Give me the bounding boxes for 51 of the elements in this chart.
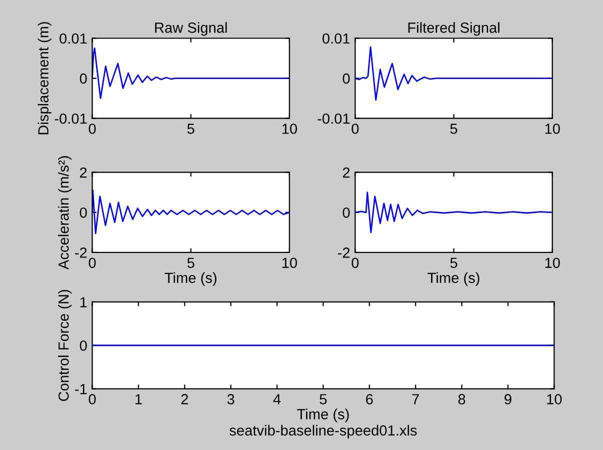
x-tick-label: 0 [88, 258, 96, 268]
y-tick-label: 0 [80, 340, 87, 351]
x-tick-label: 4 [273, 394, 281, 404]
y-axis-title: Displacement (m) [38, 22, 52, 134]
x-tick-label: 10 [545, 124, 560, 134]
x-axis-title: Time (s) [164, 272, 216, 286]
x-tick-label: 0 [352, 124, 359, 134]
text: seatvib-baseline-speed01.xls [230, 424, 417, 439]
x-tick-label: 3 [227, 394, 234, 404]
y-tick-label: 1 [80, 297, 87, 308]
x-tick-label: 1 [136, 394, 142, 404]
x-tick-label: 2 [181, 394, 188, 404]
chart-title: Filtered Signal [408, 22, 500, 36]
x-tick-label: 10 [282, 124, 297, 134]
y-tick-label: 0 [342, 73, 350, 84]
x-tick-label: 5 [187, 258, 194, 268]
x-tick-label: 10 [282, 258, 297, 268]
y-tick-label: 0 [80, 73, 87, 84]
x-tick-label: 5 [450, 258, 458, 268]
y-tick-label: 0 [80, 208, 87, 218]
y-tick-label: 2 [342, 167, 350, 178]
x-tick-label: 5 [320, 394, 327, 404]
x-tick-label: 5 [187, 124, 194, 134]
y-tick-label: -2 [75, 248, 87, 258]
x-tick-label: 9 [504, 394, 512, 404]
y-tick-label: -0.01 [318, 113, 350, 124]
y-tick-label: 2 [80, 167, 87, 178]
y-tick-label: -2 [338, 248, 350, 258]
line-series [355, 46, 552, 101]
x-tick-label: 7 [412, 394, 419, 404]
x-tick-label: 10 [547, 394, 562, 404]
y-tick-label: -1 [75, 384, 87, 394]
x-tick-label: 0 [88, 394, 96, 404]
line-series [92, 48, 290, 100]
line-series [92, 190, 290, 234]
x-tick-label: 10 [545, 258, 560, 268]
x-axis-title: Time (s) [297, 408, 349, 422]
x-tick-label: 0 [88, 124, 96, 134]
y-tick-label: 0.01 [322, 33, 350, 44]
x-axis-title: Time (s) [428, 272, 480, 286]
y-axis-title: Acceleratin (m/s²) [58, 156, 72, 270]
y-axis-title: Control Force (N) [58, 290, 72, 401]
line-series [355, 192, 552, 234]
x-tick-label: 0 [352, 258, 359, 268]
y-tick-label: -0.01 [54, 113, 87, 124]
y-tick-label: 0.01 [60, 33, 87, 44]
chart-title: Raw Signal [155, 22, 227, 36]
x-tick-label: 5 [450, 124, 458, 134]
x-tick-label: 6 [366, 394, 373, 404]
y-tick-label: 0 [342, 208, 350, 218]
x-tick-label: 8 [458, 394, 466, 404]
